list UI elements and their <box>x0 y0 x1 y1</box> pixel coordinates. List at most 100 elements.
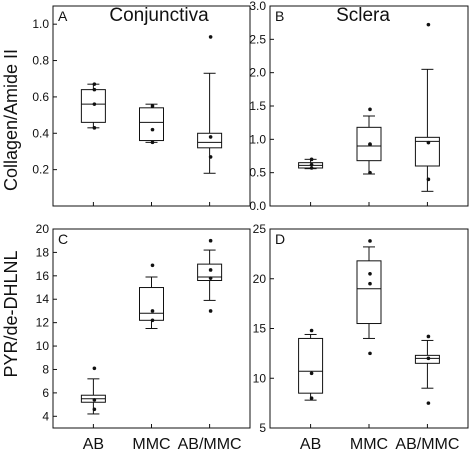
data-point <box>92 407 97 412</box>
box-mmc <box>139 263 164 329</box>
box-iqr <box>197 132 223 149</box>
box-ab <box>80 366 106 415</box>
y-tick-label: 0.4 <box>32 126 49 140</box>
y-tick-label: 20 <box>253 272 267 286</box>
data-point <box>309 166 314 170</box>
box-ab-mmc <box>414 22 440 192</box>
data-point <box>150 309 155 313</box>
y-tick-label: 20 <box>36 222 50 236</box>
box-ab <box>298 157 324 170</box>
data-point <box>150 263 155 268</box>
box-ab <box>298 328 324 401</box>
panel-a: A 0.2 0.4 0.6 0.8 1.0 <box>32 5 251 207</box>
data-point <box>208 155 213 159</box>
y-tick-label: 10 <box>36 339 50 353</box>
data-point <box>368 351 372 356</box>
panel-frame <box>269 5 469 207</box>
y-tick-label: 1.0 <box>249 132 266 146</box>
data-point <box>309 328 314 333</box>
category-label: MMC <box>132 436 170 453</box>
y-tick-label: 1.5 <box>249 99 266 113</box>
panel-letter: D <box>275 231 285 247</box>
y-tick-label: 4 <box>42 409 49 423</box>
category-label: AB <box>83 436 104 453</box>
data-point <box>426 177 431 182</box>
data-point <box>426 334 431 339</box>
y-tick-label: 14 <box>36 292 50 306</box>
category-label: AB/MMC <box>178 436 242 453</box>
y-tick-label: 25 <box>253 222 267 236</box>
y-axis-label-top: Collagen/Amide II <box>1 49 21 191</box>
y-tick-label: 1.0 <box>32 17 49 31</box>
box-ab <box>80 82 106 130</box>
panel-c: C 4 6 8 10 12 14 16 18 20 AB MMC AB/MMC <box>36 222 251 453</box>
column-title-conjunctiva: Conjunctiva <box>109 5 209 26</box>
box-iqr <box>356 260 382 325</box>
data-point <box>92 398 97 402</box>
data-point <box>368 239 372 243</box>
panels-group: A 0.2 0.4 0.6 0.8 1.0 B 0.0 0.5 1.0 1.5 2.0 2.5 3.0 C 4… <box>32 0 469 453</box>
y-tick-label: 0.0 <box>249 199 266 213</box>
data-point <box>150 318 155 323</box>
y-tick-label: 2.5 <box>249 32 266 46</box>
category-label: AB <box>300 436 321 453</box>
data-point <box>426 356 431 361</box>
data-point <box>368 281 372 286</box>
y-tick-label: 10 <box>253 371 267 385</box>
data-point <box>309 396 314 400</box>
y-tick-label: 2.0 <box>249 66 266 80</box>
data-point <box>368 107 372 112</box>
y-tick-label: 0.8 <box>32 54 49 68</box>
panel-letter: A <box>58 8 68 24</box>
data-point <box>309 157 314 162</box>
box-iqr <box>139 107 164 142</box>
box-mmc <box>356 107 382 175</box>
y-tick-label: 12 <box>36 316 50 330</box>
data-point <box>208 309 213 313</box>
data-point <box>92 366 97 371</box>
data-point <box>150 127 155 132</box>
panel-letter: B <box>275 8 284 24</box>
category-label: MMC <box>350 436 388 453</box>
data-point <box>208 276 213 280</box>
data-point <box>92 126 97 130</box>
y-tick-label: 6 <box>42 386 49 400</box>
box-ab-mmc <box>197 35 223 174</box>
panel-d: D 5 10 15 20 25 AB MMC AB/MMC <box>253 222 469 453</box>
data-point <box>309 371 314 376</box>
y-tick-label: 3.0 <box>249 0 266 13</box>
y-tick-label: 0.6 <box>32 90 49 104</box>
y-tick-label: 16 <box>36 269 50 283</box>
y-axis-label-bottom: PYR/de-DHLNL <box>1 250 21 377</box>
box-ab-mmc <box>414 334 440 405</box>
data-point <box>208 35 213 39</box>
data-point <box>368 170 372 175</box>
y-tick-label: 0.2 <box>32 163 49 177</box>
category-label: AB/MMC <box>395 436 459 453</box>
data-point <box>426 140 431 145</box>
data-point <box>368 142 372 146</box>
data-point <box>426 401 431 405</box>
data-point <box>150 104 155 108</box>
data-point <box>92 102 97 106</box>
box-iqr <box>197 263 223 282</box>
data-point <box>426 22 431 27</box>
box-iqr <box>80 89 106 123</box>
y-tick-label: 8 <box>42 362 49 376</box>
box-iqr <box>298 337 324 394</box>
panel-b: B 0.0 0.5 1.0 1.5 2.0 2.5 3.0 <box>249 0 469 213</box>
y-tick-label: 15 <box>253 322 267 336</box>
panel-letter: C <box>58 231 68 247</box>
data-point <box>208 268 213 272</box>
data-point <box>150 140 155 145</box>
y-tick-label: 0.5 <box>249 166 266 180</box>
data-point <box>208 238 213 243</box>
data-point <box>368 271 372 276</box>
data-point <box>92 82 97 86</box>
box-iqr <box>139 287 164 321</box>
y-tick-label: 5 <box>259 421 266 435</box>
data-point <box>309 162 314 167</box>
box-mmc <box>139 103 164 145</box>
column-title-sclera: Sclera <box>336 5 390 26</box>
